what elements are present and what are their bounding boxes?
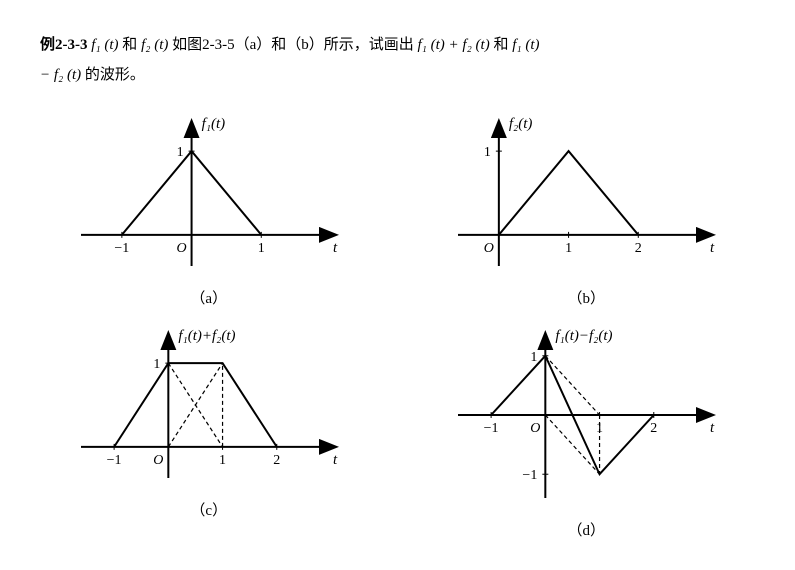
svg-text:t: t	[710, 420, 715, 436]
example-label: 例2-3-3	[40, 37, 88, 53]
chart-c: −1 1 2 1 Ot f₁(t)+f₂(t)	[69, 320, 349, 495]
svg-text:f₁(t)−f₂(t): f₁(t)−f₂(t)	[556, 328, 613, 344]
svg-text:1: 1	[219, 453, 226, 468]
svg-text:−1: −1	[106, 453, 121, 468]
figures-grid: −1 1 1 Ot f₁(t) （a） 1 2 1 Ot f₂(t) （b） −1 1 2 1 Ot f₁…	[40, 108, 755, 540]
svg-text:t: t	[710, 240, 715, 256]
svg-text:−1: −1	[114, 241, 129, 256]
figure-d: −1 1 2 1 −1 Ot f₁(t)−f₂(t) （d）	[446, 320, 726, 540]
svg-text:f₁(t): f₁(t)	[201, 116, 225, 132]
and-2: 和	[493, 37, 508, 53]
text-p3: 的波形。	[85, 67, 145, 83]
svg-text:O: O	[484, 241, 494, 256]
svg-text:1: 1	[153, 357, 160, 372]
caption-c: （c）	[69, 499, 349, 520]
svg-text:−1: −1	[484, 421, 499, 436]
expr-diff-b: −	[40, 67, 54, 83]
text-p2: 如图2-3-5（a）和（b）所示，试画出	[172, 37, 414, 53]
svg-text:t: t	[333, 452, 338, 468]
expr-sum: f₁ (t) + f₂ (t)	[418, 37, 490, 53]
svg-text:2: 2	[635, 241, 642, 256]
svg-text:−1: −1	[523, 468, 538, 483]
svg-text:O: O	[176, 241, 186, 256]
caption-a: （a）	[69, 287, 349, 308]
expr-f2: f₂ (t)	[141, 37, 168, 53]
figure-b: 1 2 1 Ot f₂(t) （b）	[446, 108, 726, 308]
svg-text:f₂(t): f₂(t)	[509, 116, 533, 132]
svg-text:1: 1	[258, 241, 265, 256]
svg-text:1: 1	[484, 145, 491, 160]
chart-d: −1 1 2 1 −1 Ot f₁(t)−f₂(t)	[446, 320, 726, 515]
caption-b: （b）	[446, 287, 726, 308]
svg-text:O: O	[153, 453, 163, 468]
svg-text:2: 2	[273, 453, 280, 468]
svg-text:1: 1	[531, 350, 538, 365]
svg-text:2: 2	[651, 421, 658, 436]
svg-text:f₁(t)+f₂(t): f₁(t)+f₂(t)	[178, 328, 235, 344]
svg-text:1: 1	[565, 241, 572, 256]
expr-f1: f₁ (t)	[91, 37, 118, 53]
svg-text:O: O	[531, 421, 541, 436]
chart-a: −1 1 1 Ot f₁(t)	[69, 108, 349, 283]
svg-text:1: 1	[596, 421, 603, 436]
expr-diff-a: f₁ (t)	[512, 37, 539, 53]
figure-a: −1 1 1 Ot f₁(t) （a）	[69, 108, 349, 308]
expr-diff-c: f₂ (t)	[54, 67, 81, 83]
chart-b: 1 2 1 Ot f₂(t)	[446, 108, 726, 283]
figure-c: −1 1 2 1 Ot f₁(t)+f₂(t) （c）	[69, 320, 349, 540]
problem-statement: 例2-3-3 f₁ (t) 和 f₂ (t) 如图2-3-5（a）和（b）所示，…	[40, 30, 755, 90]
svg-text:t: t	[333, 240, 338, 256]
caption-d: （d）	[446, 519, 726, 540]
svg-text:1: 1	[176, 145, 183, 160]
and-1: 和	[122, 37, 137, 53]
